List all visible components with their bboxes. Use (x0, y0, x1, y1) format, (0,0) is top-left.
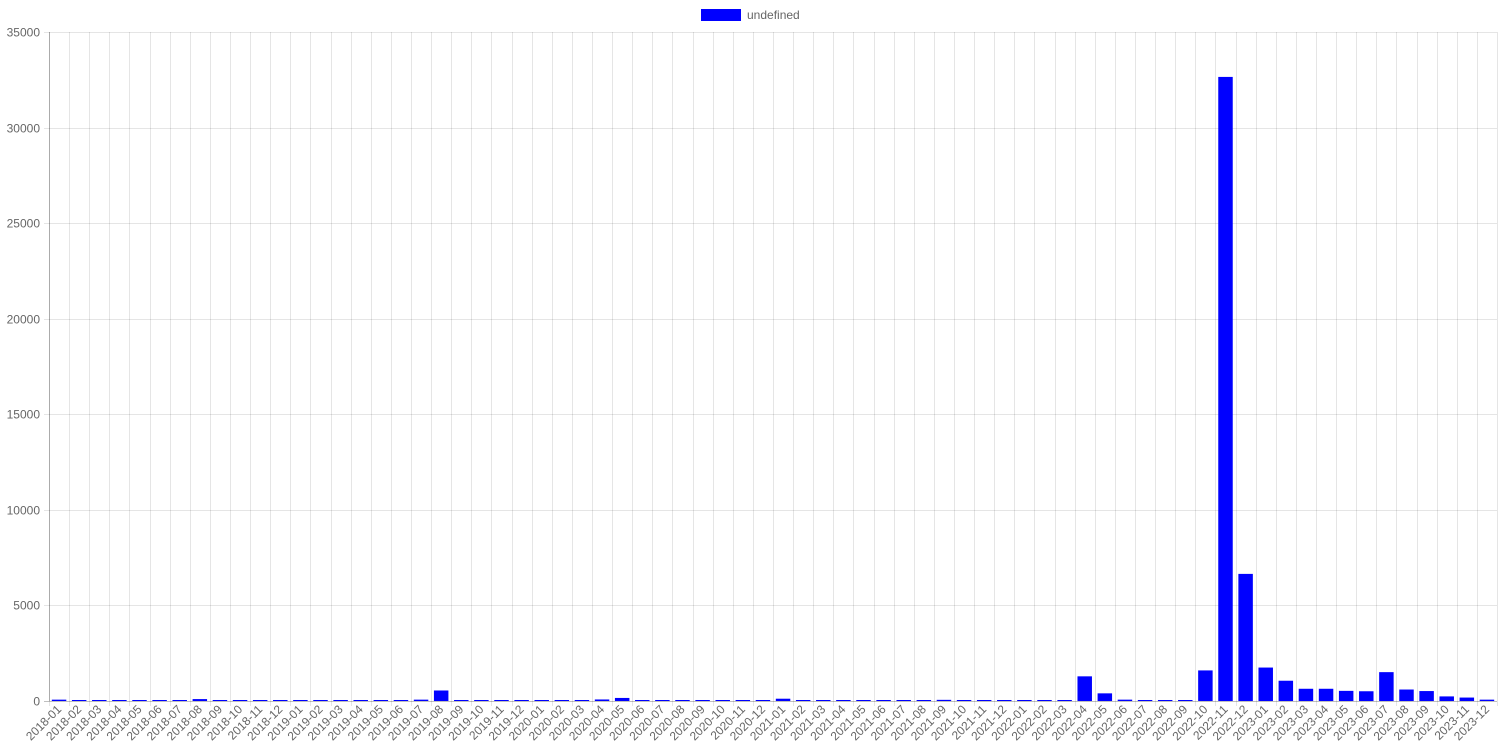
bar[interactable] (1097, 693, 1113, 701)
bar[interactable] (454, 700, 469, 701)
bar[interactable] (896, 700, 911, 701)
bar[interactable] (1399, 689, 1414, 701)
bar[interactable] (1479, 699, 1495, 701)
bar[interactable] (1318, 688, 1334, 701)
y-tick-label: 30000 (7, 122, 41, 136)
bar[interactable] (1459, 697, 1475, 701)
bar[interactable] (956, 700, 972, 701)
bar[interactable] (856, 700, 871, 701)
bar[interactable] (1037, 700, 1052, 701)
bar[interactable] (675, 700, 690, 701)
bar[interactable] (1278, 680, 1294, 701)
bar[interactable] (1017, 700, 1032, 701)
bar[interactable] (1439, 696, 1454, 701)
bars (51, 76, 1495, 702)
bar[interactable] (1178, 700, 1193, 701)
bar[interactable] (534, 700, 549, 701)
bar[interactable] (273, 700, 288, 701)
bar[interactable] (112, 700, 127, 701)
y-tick-label: 35000 (7, 26, 41, 40)
bar[interactable] (1338, 690, 1354, 701)
bar[interactable] (574, 700, 590, 701)
bar[interactable] (916, 700, 932, 701)
bar[interactable] (293, 700, 308, 701)
bar[interactable] (1419, 691, 1434, 701)
bar[interactable] (514, 700, 529, 701)
bar[interactable] (554, 700, 570, 701)
bar[interactable] (1379, 672, 1394, 701)
bar[interactable] (997, 700, 1012, 701)
legend[interactable]: undefined (701, 8, 800, 22)
bar[interactable] (1137, 700, 1153, 701)
y-tick-label: 15000 (7, 408, 41, 422)
legend-swatch (701, 9, 741, 21)
bar[interactable] (433, 690, 449, 701)
bar[interactable] (836, 700, 851, 701)
y-tick-label: 0 (33, 695, 40, 709)
bar[interactable] (775, 698, 791, 701)
bar[interactable] (1077, 676, 1092, 701)
bar[interactable] (252, 700, 268, 701)
bar[interactable] (1359, 691, 1374, 701)
bar[interactable] (795, 700, 811, 701)
bar[interactable] (51, 699, 67, 701)
grid-lines (44, 32, 1498, 706)
y-tick-label: 20000 (7, 313, 41, 327)
y-tick-label: 10000 (7, 504, 41, 518)
bar[interactable] (474, 700, 489, 701)
bar[interactable] (695, 700, 710, 701)
bar[interactable] (715, 700, 730, 701)
y-tick-label: 25000 (7, 217, 41, 231)
bar[interactable] (1198, 670, 1213, 701)
x-axis: 2018-012018-022018-032018-042018-052018-… (23, 702, 1492, 743)
bar[interactable] (413, 699, 429, 701)
bar[interactable] (635, 700, 650, 701)
bar[interactable] (1258, 667, 1273, 701)
bar[interactable] (212, 700, 228, 701)
bar[interactable] (655, 700, 670, 701)
bar[interactable] (313, 700, 328, 701)
bar[interactable] (152, 700, 167, 701)
y-axis: 0 5000 10000 15000 20000 25000 30000 35000 (7, 26, 50, 709)
bar[interactable] (936, 699, 952, 701)
bar[interactable] (1238, 573, 1253, 701)
bar[interactable] (373, 700, 389, 701)
bar[interactable] (333, 700, 348, 701)
bar[interactable] (816, 700, 831, 701)
legend-label: undefined (747, 8, 800, 22)
y-tick-label: 5000 (13, 599, 40, 613)
bar[interactable] (1218, 76, 1233, 702)
bar[interactable] (1298, 688, 1314, 701)
bar[interactable] (494, 700, 509, 701)
bar[interactable] (755, 700, 771, 701)
bar[interactable] (393, 700, 409, 701)
bar[interactable] (132, 700, 147, 701)
bar[interactable] (1157, 700, 1173, 701)
bar[interactable] (735, 700, 751, 701)
bar[interactable] (594, 699, 610, 701)
bar[interactable] (192, 699, 208, 701)
bar[interactable] (1057, 700, 1072, 701)
bar[interactable] (1117, 699, 1133, 701)
bar[interactable] (71, 700, 87, 701)
bar[interactable] (92, 700, 107, 701)
bar[interactable] (976, 700, 992, 701)
bar[interactable] (876, 700, 891, 701)
bar[interactable] (232, 700, 248, 701)
bar[interactable] (172, 700, 187, 701)
bar[interactable] (353, 700, 368, 701)
bar[interactable] (614, 697, 630, 701)
